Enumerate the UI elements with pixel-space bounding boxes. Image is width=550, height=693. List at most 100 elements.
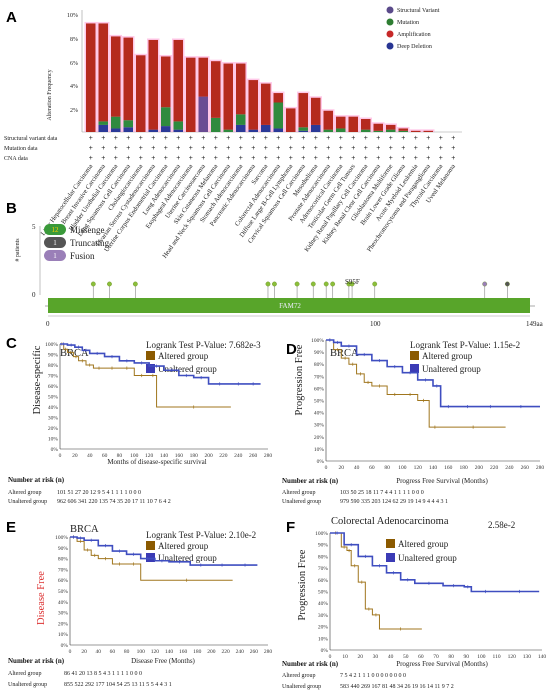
panel-f: F Colorectal Adenocarcinoma 2.58e-2 Alte… [282, 516, 546, 690]
panel-label-c: C [6, 335, 17, 352]
data-availability-mark: + [326, 135, 330, 142]
km-xlabel: Months of disease-specific survival [107, 458, 206, 466]
x-tick-label: 0 [59, 453, 62, 459]
risk-row-label: Unaltered group [282, 499, 321, 505]
x-tick-label: 240 [236, 649, 245, 655]
y-tick-label: 0% [317, 459, 325, 465]
bar-segment-deep-deletion [111, 128, 121, 132]
x-tick-label: 240 [234, 453, 243, 459]
legend-dot-sv [386, 6, 394, 14]
lollipop-head [349, 281, 355, 287]
legend-label: Altered group [398, 539, 449, 549]
x-tick-label: 160 [179, 649, 188, 655]
legend-swatch-altered [146, 351, 155, 360]
panel-label-e: E [6, 519, 16, 536]
x-tick-label: 140 [538, 654, 547, 660]
y-tick-label: 30% [318, 613, 329, 619]
data-availability-mark: + [89, 145, 93, 152]
data-availability-mark: + [301, 145, 305, 152]
panel-b: B # patients 5 0 12 Missenge 1 Truncatin… [6, 200, 544, 328]
data-availability-mark: + [389, 135, 393, 142]
km-ylabel: Disease Free [36, 571, 47, 625]
legend-label: Fusion [70, 251, 95, 261]
data-availability-mark: + [214, 155, 218, 162]
bar-segment-mutation [161, 107, 171, 127]
data-availability-mark: + [339, 155, 343, 162]
bar-segment-mutation [236, 114, 246, 125]
data-availability-mark: + [239, 155, 243, 162]
data-availability-mark: + [289, 135, 293, 142]
panel-label-f: F [286, 519, 295, 536]
y-tick-label: 70% [58, 567, 69, 573]
lollipop-head [504, 281, 510, 287]
bar-highlight [422, 129, 435, 132]
xtick-label: 0 [46, 320, 50, 328]
legend-swatch-unaltered [410, 364, 419, 373]
km-axes: 100% 90% 80% 70% 60% 50% 40% 30% 20% 10% 0%0 20 40 60… [311, 338, 544, 471]
y-tick-label: 80% [314, 362, 325, 368]
bar-segment-mutation [223, 129, 233, 132]
data-availability-mark: + [189, 155, 193, 162]
risk-row-label: Altered group [8, 490, 42, 496]
km-ylabel: Progression Free [297, 549, 308, 620]
legend-dot-amplification [386, 30, 394, 38]
row-label-mutation: Mutation data [4, 146, 38, 152]
y-tick-label: 40% [58, 600, 69, 606]
y-tick-label: 40% [314, 411, 325, 417]
data-availability-mark: + [364, 135, 368, 142]
km-curves [326, 338, 540, 429]
km-axes: 100% 90% 80% 70% 60% 50% 40% 30% 20% 10% 0%0 10 20 30… [315, 531, 546, 660]
data-availability-mark: + [414, 155, 418, 162]
km-curves [330, 531, 540, 631]
ytick-label: 10% [67, 13, 78, 19]
x-tick-label: 100 [137, 649, 146, 655]
bar-segment-amplification [348, 116, 358, 132]
legend-label: Structural Variant [397, 8, 440, 14]
legend-swatch-unaltered [146, 364, 155, 373]
ytick-label: 8% [70, 37, 78, 43]
bar-segment-mutation [298, 127, 308, 131]
data-availability-mark: + [314, 155, 318, 162]
data-availability-mark: + [376, 135, 380, 142]
bar-segment-amplification [248, 80, 258, 130]
x-tick-label: 20 [358, 654, 364, 660]
bar-segment-amplification [311, 97, 321, 125]
x-tick-label: 240 [505, 465, 514, 471]
bar-segment-mutation [398, 130, 408, 132]
risk-title: Number at risk (n) [8, 476, 65, 484]
y-tick-label: 60% [58, 578, 69, 584]
data-availability-mark: + [301, 155, 305, 162]
y-tick-label: 90% [314, 350, 325, 356]
y-tick-label: 40% [318, 601, 329, 607]
data-availability-mark: + [139, 145, 143, 152]
y-tick-label: 20% [318, 625, 329, 631]
x-tick-label: 0 [69, 649, 72, 655]
data-availability-mark: + [239, 145, 243, 152]
risk-row-values: 979 590 335 203 124 62 29 19 14 9 4 4 4 … [340, 499, 448, 505]
bar-segment-mutation [211, 117, 221, 132]
data-availability-mark: + [264, 135, 268, 142]
panel-d: D BRCA Logrank Test P-Value: 1.15e-2 Alt… [282, 338, 544, 505]
risk-row-values: 583 440 269 167 81 48 34 26 19 16 14 11 … [340, 684, 454, 690]
panel-c: C BRCA Logrank Test P-Value: 7.682e-3 Al… [6, 335, 272, 505]
data-availability-mark: + [364, 155, 368, 162]
x-tick-label: 60 [369, 465, 375, 471]
km-curve-altered [60, 343, 231, 408]
y-tick-label: 90% [48, 353, 59, 359]
risk-row-label: Altered group [282, 490, 316, 496]
data-availability-mark: + [139, 155, 143, 162]
bar-segment-deep-deletion [161, 126, 171, 132]
data-availability-mark: + [426, 155, 430, 162]
bar-segment-amplification [336, 116, 346, 129]
legend-swatch-altered [410, 351, 419, 360]
panel-b-lollipops [90, 281, 510, 298]
risk-title: Number at risk (n) [282, 660, 339, 668]
bar-segment-structural-variant [198, 96, 208, 132]
mutation-label: S95F [345, 278, 360, 286]
y-tick-label: 100% [45, 342, 58, 348]
data-availability-mark: + [151, 135, 155, 142]
data-availability-mark: + [264, 145, 268, 152]
bar-segment-amplification [98, 23, 108, 122]
bar-segment-amplification [273, 93, 283, 103]
x-tick-label: 40 [388, 654, 394, 660]
